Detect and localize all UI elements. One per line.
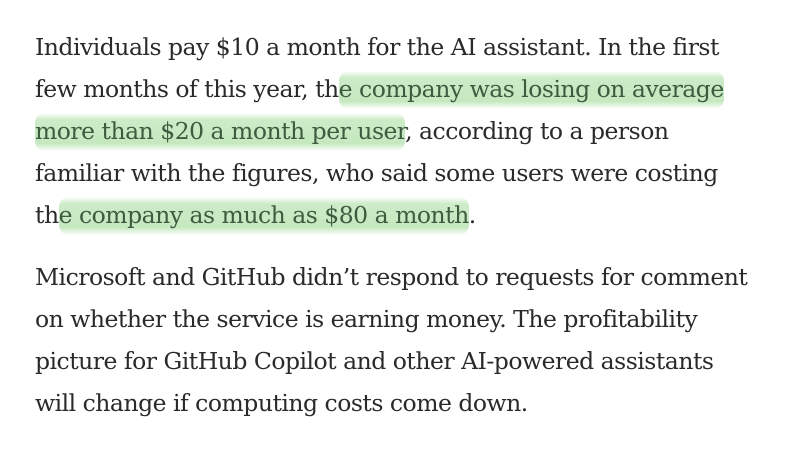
- highlighted-text: e company was losing on average: [338, 71, 724, 109]
- paragraph-pricing: Individuals pay $10 a month for the AI a…: [35, 26, 805, 236]
- text-line: will change if computing costs come down…: [35, 389, 528, 417]
- text-segment: .: [468, 201, 476, 229]
- text-segment: , according to a person: [405, 117, 669, 145]
- text-segment: few months of this year, th: [35, 75, 339, 103]
- text-line: picture for GitHub Copilot and other AI-…: [35, 347, 714, 375]
- highlighted-text: more than $20 a month per user: [35, 113, 406, 151]
- text-line: on whether the service is earning money.…: [35, 305, 698, 333]
- paragraph-response: Microsoft and GitHub didn’t respond to r…: [35, 256, 805, 424]
- article-excerpt: Individuals pay $10 a month for the AI a…: [35, 26, 805, 424]
- text-line: Microsoft and GitHub didn’t respond to r…: [35, 263, 748, 291]
- text-segment: th: [35, 201, 59, 229]
- text-line: the company as much as $80 a month.: [35, 194, 805, 236]
- text-line: more than $20 a month per user, accordin…: [35, 110, 805, 152]
- text-line: few months of this year, the company was…: [35, 68, 805, 110]
- highlighted-text: e company as much as $80 a month: [58, 197, 469, 235]
- text-line: Individuals pay $10 a month for the AI a…: [35, 33, 719, 61]
- text-line: familiar with the figures, who said some…: [35, 159, 718, 187]
